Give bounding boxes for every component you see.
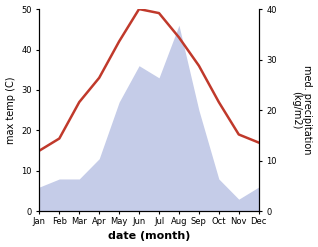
Y-axis label: med. precipitation
(kg/m2): med. precipitation (kg/m2) [291, 65, 313, 155]
X-axis label: date (month): date (month) [108, 231, 190, 242]
Y-axis label: max temp (C): max temp (C) [5, 76, 16, 144]
